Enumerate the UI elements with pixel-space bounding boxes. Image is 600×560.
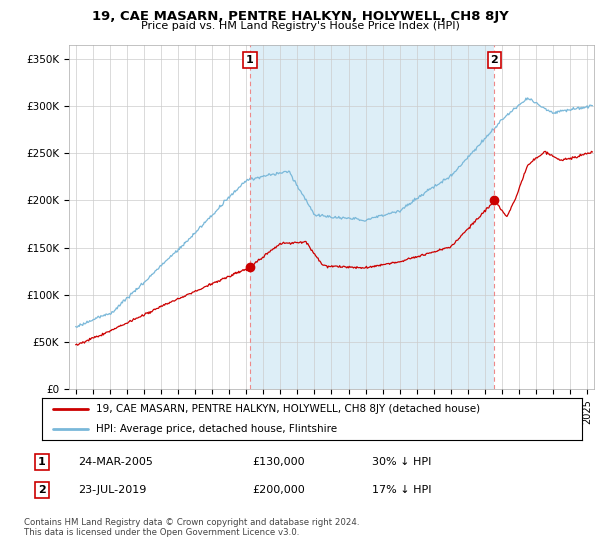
Text: 19, CAE MASARN, PENTRE HALKYN, HOLYWELL, CH8 8JY (detached house): 19, CAE MASARN, PENTRE HALKYN, HOLYWELL,…: [96, 404, 480, 414]
Text: 1: 1: [38, 457, 46, 467]
Text: 19, CAE MASARN, PENTRE HALKYN, HOLYWELL, CH8 8JY: 19, CAE MASARN, PENTRE HALKYN, HOLYWELL,…: [92, 10, 508, 22]
Bar: [250, 45, 494, 389]
Text: 17% ↓ HPI: 17% ↓ HPI: [372, 485, 431, 495]
Text: 24-MAR-2005: 24-MAR-2005: [78, 457, 153, 467]
Text: Contains HM Land Registry data © Crown copyright and database right 2024.
This d: Contains HM Land Registry data © Crown c…: [24, 518, 359, 538]
Text: £200,000: £200,000: [252, 485, 305, 495]
Text: 30% ↓ HPI: 30% ↓ HPI: [372, 457, 431, 467]
Text: HPI: Average price, detached house, Flintshire: HPI: Average price, detached house, Flin…: [96, 424, 337, 434]
Text: 23-JUL-2019: 23-JUL-2019: [78, 485, 146, 495]
Text: £130,000: £130,000: [252, 457, 305, 467]
Text: Price paid vs. HM Land Registry's House Price Index (HPI): Price paid vs. HM Land Registry's House …: [140, 21, 460, 31]
Text: 2: 2: [38, 485, 46, 495]
Text: 1: 1: [246, 55, 254, 65]
Text: 2: 2: [490, 55, 498, 65]
